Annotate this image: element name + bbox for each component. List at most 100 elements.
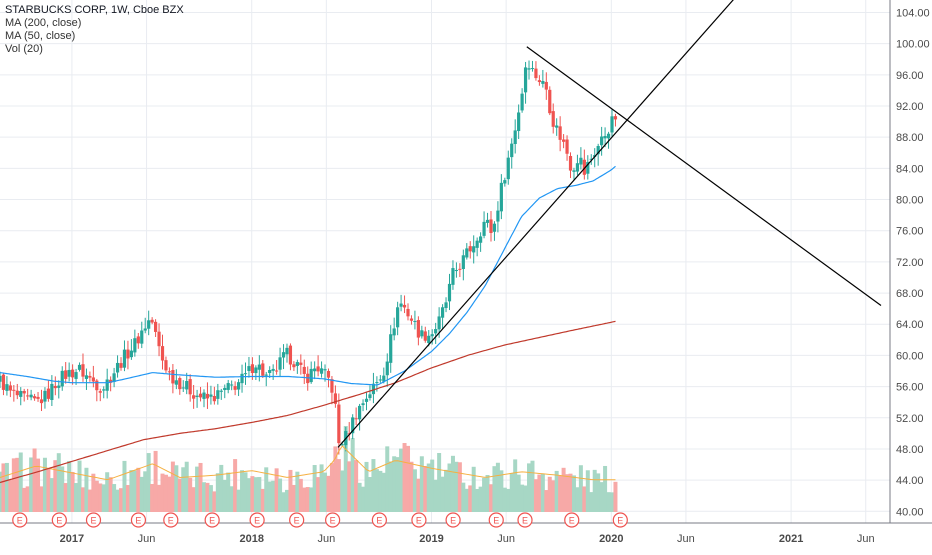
candle-body [565, 139, 569, 154]
volume-bar [36, 458, 41, 512]
candle-body [240, 373, 244, 384]
volume-bar [119, 488, 124, 512]
volume-bar [464, 488, 469, 512]
candle-body [202, 392, 206, 399]
candle-body [506, 157, 510, 180]
candle-body [444, 302, 448, 309]
volume-bar [39, 486, 44, 512]
candle-body [198, 393, 203, 398]
volume-bar [53, 460, 58, 512]
candle-body [440, 307, 445, 318]
earnings-marker[interactable] [85, 512, 102, 528]
candle-body [589, 158, 593, 160]
volume-bar [174, 465, 179, 512]
volume-bar [163, 474, 168, 512]
volume-bar [343, 426, 348, 512]
earnings-marker[interactable] [289, 512, 305, 528]
candle-body [548, 89, 552, 114]
volume-bar [468, 485, 473, 512]
volume-bar [333, 446, 338, 512]
earnings-marker[interactable] [445, 512, 461, 528]
y-tick-label: 84.00 [896, 163, 924, 175]
candle-body [582, 159, 586, 175]
earnings-marker[interactable] [12, 512, 28, 528]
volume-bar [84, 467, 89, 512]
earnings-marker[interactable] [564, 512, 580, 528]
candle-body [5, 384, 9, 391]
candle-body [389, 334, 393, 363]
candle-body [413, 321, 417, 323]
candle-body [160, 346, 165, 361]
candle-body [181, 387, 185, 389]
candle-body [579, 157, 583, 165]
legend-ma200[interactable]: MA (200, close) [5, 17, 82, 29]
volume-bar [499, 470, 504, 512]
candle-body [133, 338, 137, 353]
volume-bar [347, 461, 352, 512]
candle-body [212, 396, 216, 402]
earnings-marker[interactable] [130, 512, 147, 528]
candle-body [53, 385, 57, 389]
candle-body [64, 370, 68, 379]
candle-body [226, 383, 230, 390]
volume-bar [60, 466, 65, 512]
volume-bar [25, 486, 30, 512]
volume-bar [547, 476, 552, 512]
volume-bar [385, 446, 390, 512]
candle-body [392, 328, 396, 336]
candle-body [551, 111, 555, 127]
volume-bar [544, 490, 549, 512]
candle-body [143, 328, 147, 331]
candle-body [112, 373, 116, 382]
volume-bar [108, 477, 113, 512]
candle-body [105, 379, 109, 391]
earnings-marker[interactable] [517, 512, 533, 528]
candle-body [119, 363, 123, 368]
volume-bar [575, 487, 580, 512]
candle-body [385, 361, 389, 376]
candle-body [468, 246, 472, 252]
candle-body [555, 125, 559, 128]
volume-bar [329, 463, 334, 512]
y-tick-label: 68.00 [896, 288, 924, 300]
earnings-marker[interactable] [488, 512, 504, 528]
volume-bar [98, 483, 103, 512]
earnings-marker[interactable] [371, 512, 387, 528]
candle-body [510, 143, 514, 158]
volume-bar [77, 460, 82, 512]
earnings-marker[interactable] [249, 512, 265, 528]
candle-body [330, 379, 334, 393]
volume-bar [219, 464, 224, 512]
volume-bar [157, 484, 162, 512]
earnings-marker[interactable] [612, 512, 628, 528]
earnings-marker[interactable] [51, 512, 67, 528]
legend-volume[interactable]: Vol (20) [5, 43, 43, 55]
earnings-marker[interactable] [163, 512, 179, 528]
volume-bar [160, 473, 165, 512]
earnings-marker[interactable] [204, 512, 220, 528]
volume-bar [125, 485, 130, 512]
volume-bar [319, 464, 324, 512]
earnings-marker[interactable] [325, 512, 341, 528]
legend-ma50[interactable]: MA (50, close) [5, 30, 76, 42]
candle-body [288, 345, 293, 365]
candle-body [458, 268, 462, 270]
candle-body [219, 390, 223, 392]
volume-bar [0, 471, 2, 512]
earnings-marker[interactable] [411, 512, 427, 528]
candle-body [378, 379, 382, 381]
volume-bar [392, 456, 397, 512]
volume-bar [606, 492, 611, 512]
candle-body [613, 116, 618, 120]
volume-bar [513, 459, 518, 512]
volume-bar [461, 482, 466, 512]
volume-bar [309, 487, 314, 512]
candle-body [261, 363, 265, 376]
candle-body [399, 303, 403, 307]
symbol-title[interactable]: STARBUCKS CORP, 1W, Cboe BZX [5, 4, 184, 16]
candle-body [223, 387, 227, 391]
